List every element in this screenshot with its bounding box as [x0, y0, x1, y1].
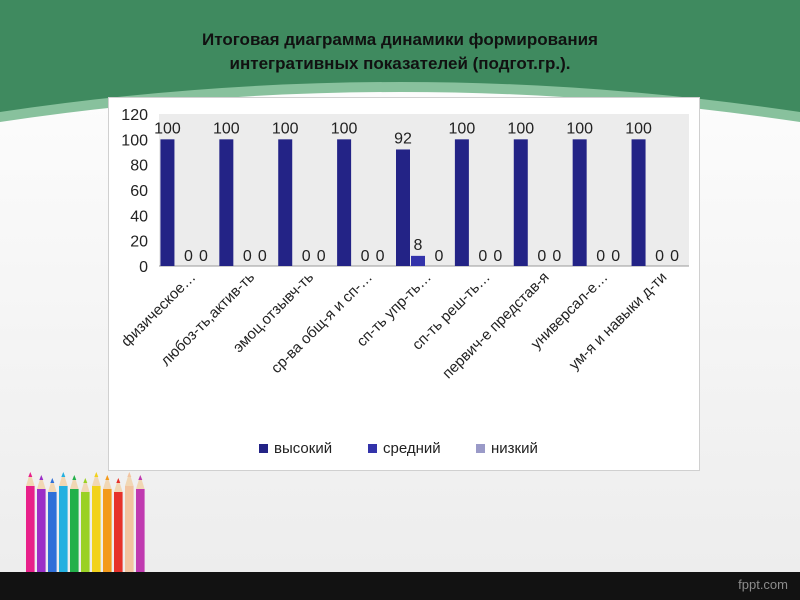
data-label: 0: [376, 248, 385, 265]
data-label: 0: [552, 248, 561, 265]
bar-высокий: [631, 139, 646, 266]
data-label: 0: [611, 248, 620, 265]
data-label: 0: [670, 248, 679, 265]
pencil-lead: [83, 478, 88, 483]
pencil-tip: [48, 478, 57, 492]
x-category-label: первич-е представ-я: [439, 269, 552, 382]
y-tick-label: 20: [130, 234, 148, 251]
bar-высокий: [513, 139, 528, 266]
data-label: 0: [478, 248, 487, 265]
pencil-body: [48, 492, 57, 578]
pencil-body: [92, 486, 101, 578]
data-label: 0: [184, 248, 193, 265]
pencil-body: [81, 492, 90, 578]
pencil-lead: [39, 475, 44, 480]
legend-swatch-высокий: [259, 444, 268, 453]
pencil-body: [70, 489, 79, 578]
pencil-body: [26, 486, 35, 578]
pencil-body: [37, 489, 46, 578]
data-label: 100: [213, 120, 240, 137]
data-label: 0: [596, 248, 605, 265]
footer-brand: fppt.com: [738, 577, 788, 592]
bar-высокий: [219, 139, 234, 266]
data-label: 100: [272, 120, 299, 137]
pencil-body: [103, 489, 112, 578]
data-label: 8: [414, 237, 423, 254]
pencil-tip: [92, 472, 101, 486]
legend-label: средний: [383, 440, 441, 457]
bar-высокий: [278, 139, 293, 266]
data-label: 0: [361, 248, 370, 265]
data-label: 92: [394, 130, 412, 147]
data-label: 0: [655, 248, 664, 265]
plot-area: [159, 114, 689, 266]
bar-высокий: [160, 139, 175, 266]
x-category-label: ум-я и навыки д-ти: [566, 269, 671, 374]
y-tick-label: 120: [121, 107, 148, 124]
data-label: 0: [199, 248, 208, 265]
pencil-lead: [61, 472, 66, 477]
data-label: 0: [435, 248, 444, 265]
data-label: 100: [625, 120, 652, 137]
pencil-body: [114, 492, 123, 578]
x-category-label: ср-ва общ-я и сп-…: [268, 269, 376, 377]
data-label: 0: [258, 248, 267, 265]
pencil-lead: [127, 472, 132, 477]
pencil-lead: [138, 475, 143, 480]
data-label: 100: [566, 120, 593, 137]
slide-title: Итоговая диаграмма динамики формирования…: [150, 28, 650, 76]
slide-title-line-2: интегративных показателей (подгот.гр.).: [229, 54, 571, 73]
pencil-tip: [125, 472, 134, 486]
data-label: 100: [449, 120, 476, 137]
legend-label: высокий: [274, 440, 332, 457]
y-tick-label: 60: [130, 183, 148, 200]
data-label: 100: [507, 120, 534, 137]
bar-высокий: [572, 139, 587, 266]
chart-container: 0 20 40 60 80 100 120 100 0 0 физическое… 100 0 0 любо…: [108, 97, 700, 471]
slide-title-line-1: Итоговая диаграмма динамики формирования: [202, 30, 598, 49]
pencil-tip: [103, 475, 112, 489]
pencil-lead: [50, 478, 55, 483]
legend-swatch-средний: [368, 444, 377, 453]
pencil-lead: [105, 475, 110, 480]
pencil-tip: [136, 475, 145, 489]
legend-label: низкий: [491, 440, 538, 457]
data-label: 0: [243, 248, 252, 265]
pencil-tip: [114, 478, 123, 492]
header-band-green: [0, 0, 800, 112]
pencil-tip: [59, 472, 68, 486]
header-band: [0, 0, 800, 150]
bar-средний: [411, 255, 425, 266]
pencil-lead: [72, 475, 77, 480]
y-tick-label: 100: [121, 132, 148, 149]
pencil-lead: [28, 472, 33, 477]
pencils-illustration: [22, 468, 152, 578]
y-tick-label: 0: [139, 259, 148, 276]
bar-высокий: [396, 149, 410, 266]
pencil-lead: [116, 478, 121, 483]
data-label: 0: [493, 248, 502, 265]
pencil-tip: [26, 472, 35, 486]
bar-высокий: [337, 139, 352, 266]
legend-swatch-низкий: [476, 444, 485, 453]
pencil-lead: [94, 472, 99, 477]
data-label: 0: [317, 248, 326, 265]
pencil-tip: [81, 478, 90, 492]
footer-bar: fppt.com: [0, 572, 800, 600]
data-label: 0: [537, 248, 546, 265]
y-tick-label: 40: [130, 208, 148, 225]
pencil-tip: [70, 475, 79, 489]
y-tick-label: 80: [130, 158, 148, 175]
bar-высокий: [454, 139, 469, 266]
pencil-body: [136, 489, 145, 578]
data-label: 100: [331, 120, 358, 137]
pencil-tip: [37, 475, 46, 489]
data-label: 0: [302, 248, 311, 265]
data-label: 100: [154, 120, 181, 137]
pencil-body: [59, 486, 68, 578]
pencil-body: [125, 486, 134, 578]
